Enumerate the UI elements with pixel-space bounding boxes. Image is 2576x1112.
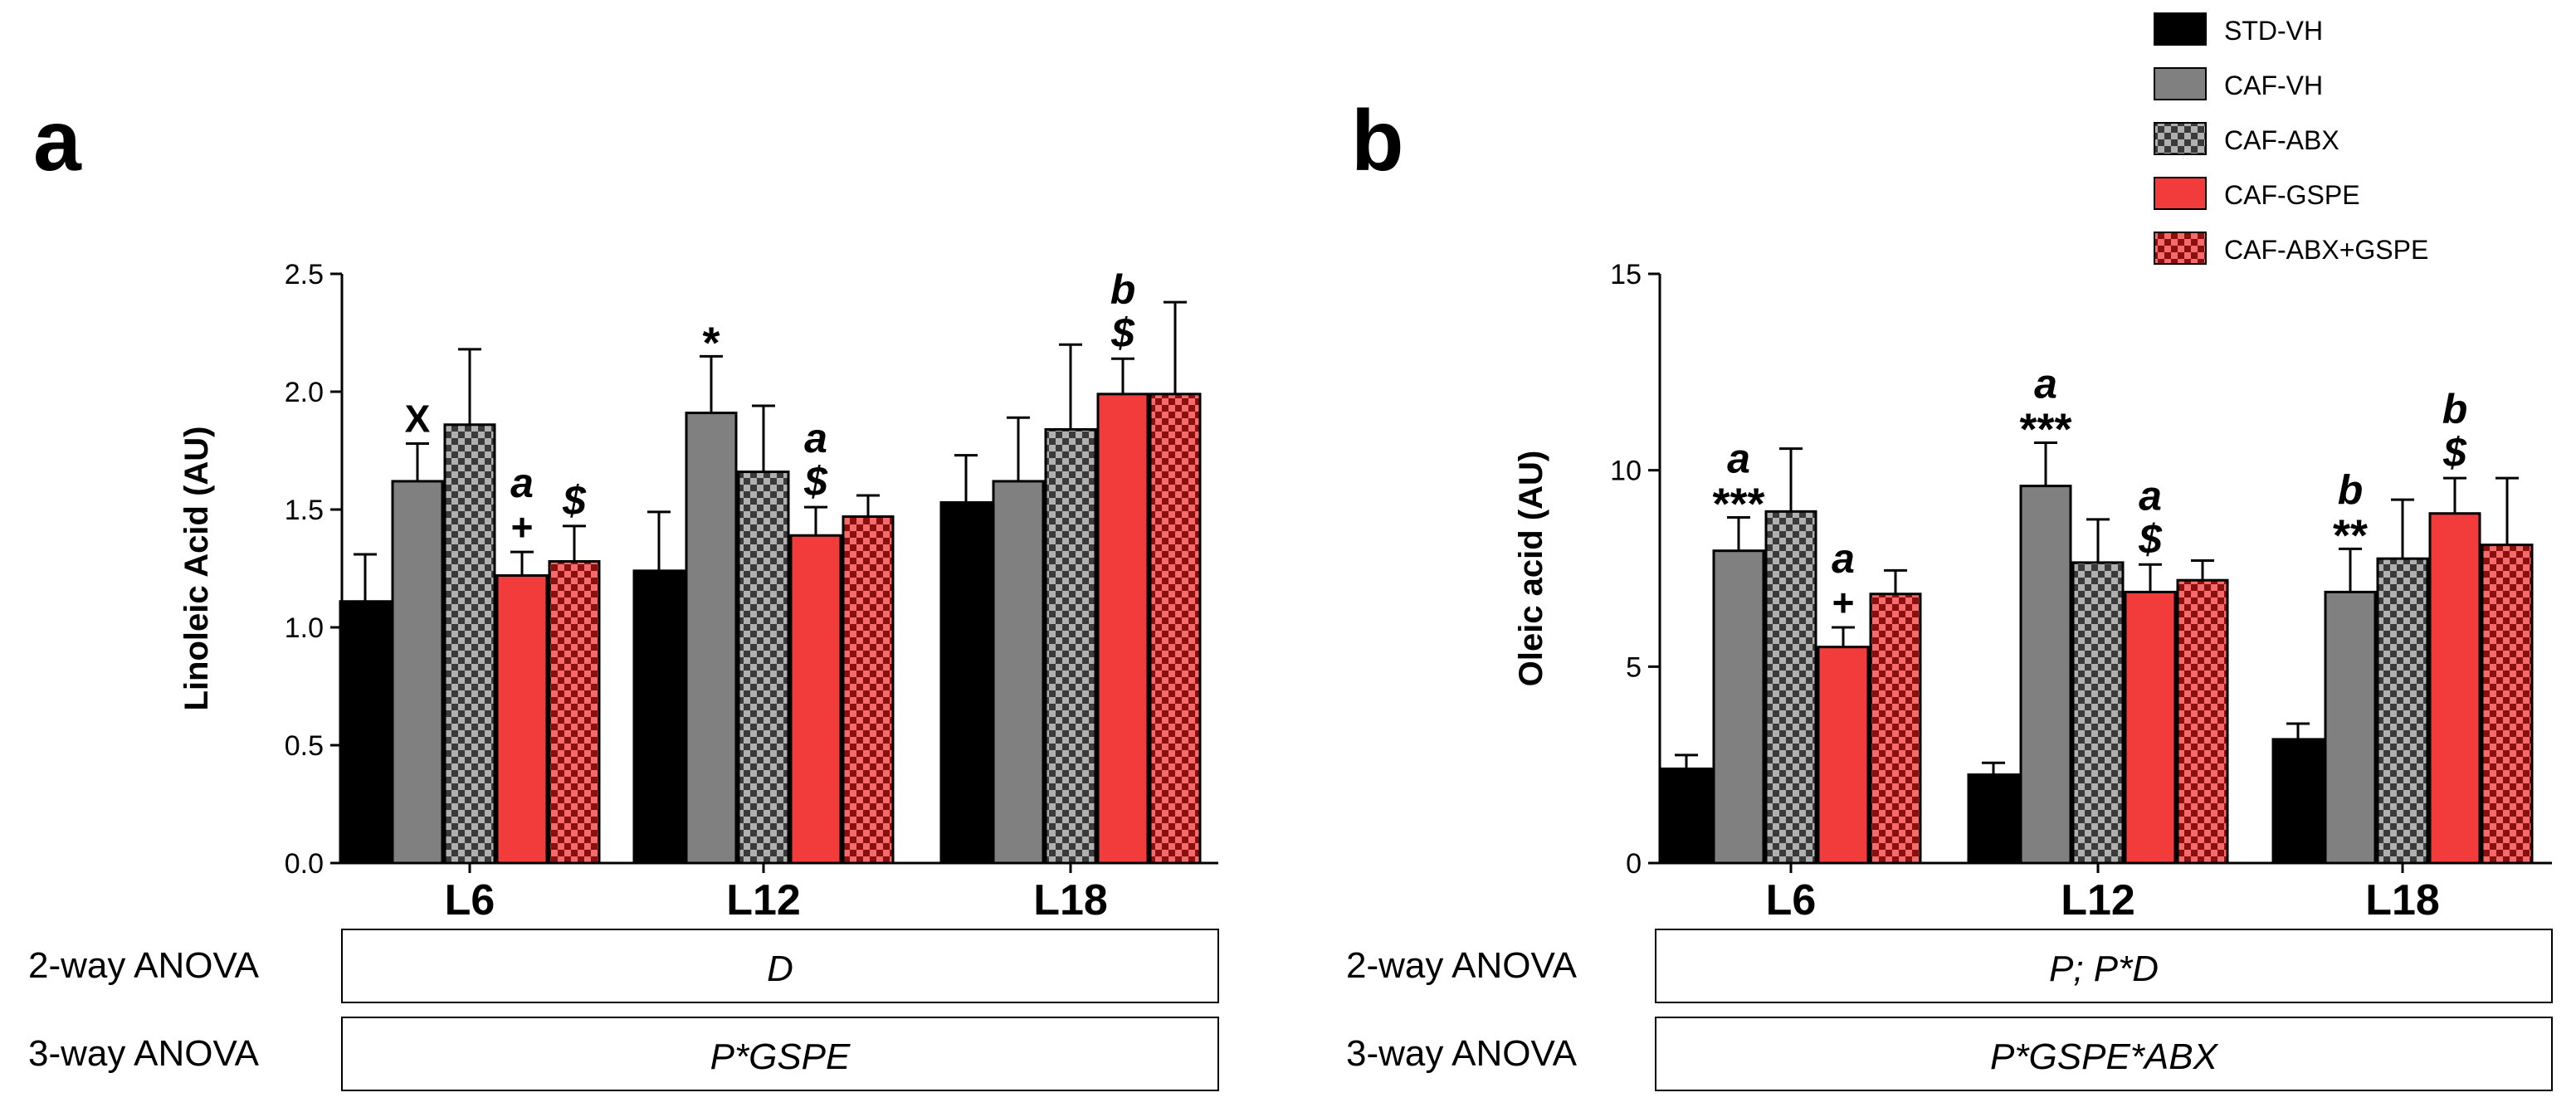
significance-mark: X — [405, 397, 431, 440]
legend-entry: CAF-VH — [2224, 71, 2323, 100]
x-category-label: L18 — [1033, 876, 1108, 924]
y-tick-label: 0.5 — [285, 730, 324, 762]
significance-mark: a — [1727, 435, 1750, 481]
anova-label: 3-way ANOVA — [1346, 1033, 1578, 1074]
significance-mark: ** — [2333, 510, 2368, 560]
bar-caf-abx — [1764, 510, 1817, 865]
anova-value: D — [767, 949, 793, 989]
anova-box — [341, 1017, 1219, 1091]
significance-mark: b — [1110, 266, 1136, 313]
significance-mark: a — [2139, 472, 2162, 519]
anova-value: P*GSPE — [710, 1036, 851, 1077]
anova-box — [341, 929, 1219, 1003]
y-tick-label: 0.0 — [285, 848, 324, 880]
legend-entry: CAF-ABX+GSPE — [2224, 235, 2428, 265]
bar-caf-abx-gspe — [2481, 544, 2534, 865]
legend-entry: CAF-ABX — [2224, 125, 2339, 155]
bar-caf-gspe — [2428, 512, 2481, 865]
significance-mark: + — [1832, 581, 1855, 624]
bar-caf-abx — [737, 471, 790, 865]
significance-mark: a — [510, 460, 534, 506]
legend-swatch — [2154, 67, 2207, 100]
bar-caf-gspe — [1817, 646, 1870, 865]
y-tick-label: 1.5 — [285, 495, 324, 526]
y-tick-label: 0 — [1626, 848, 1642, 880]
legend-swatch — [2154, 122, 2207, 155]
legend: STD-VH CAF-VH CAF-ABX CAF-GSPE CAF-ABX+GSPE — [2154, 12, 2428, 265]
chart-a: 0.0 0.5 1.0 1.5 2.0 2.5 Linoleic Acid (AU) L6 L1… — [28, 259, 1219, 1091]
y-axis-label: Linoleic Acid (AU) — [178, 427, 215, 711]
bar-caf-vh — [1712, 549, 1765, 865]
bar-caf-abx-gspe — [548, 559, 601, 865]
significance-mark: b — [2338, 466, 2364, 513]
significance-mark: $ — [803, 458, 828, 505]
x-category-label: L6 — [1766, 876, 1817, 924]
significance-mark: $ — [562, 477, 587, 524]
anova-box — [1655, 929, 2553, 1003]
bar-caf-abx-gspe — [842, 515, 895, 865]
bar-caf-vh — [2019, 485, 2072, 865]
significance-mark: *** — [2019, 405, 2071, 455]
bar-caf-abx-gspe — [1149, 393, 1202, 865]
bar-caf-vh — [992, 480, 1045, 865]
bar-caf-vh — [391, 480, 444, 865]
x-category-label: L18 — [2365, 876, 2440, 924]
legend-swatch — [2154, 232, 2207, 265]
anova-label: 2-way ANOVA — [28, 945, 260, 986]
bar-caf-vh — [685, 412, 738, 865]
x-category-label: L12 — [2061, 876, 2135, 924]
anova-label: 3-way ANOVA — [28, 1033, 260, 1074]
bar-std-vh — [339, 600, 392, 865]
y-tick-label: 15 — [1610, 259, 1642, 290]
x-category-label: L12 — [726, 876, 801, 924]
bar-caf-abx — [443, 423, 496, 865]
anova-label: 2-way ANOVA — [1346, 945, 1578, 986]
significance-mark: a — [2034, 361, 2057, 407]
bar-std-vh — [1660, 767, 1713, 865]
y-axis-label: Oleic acid (AU) — [1513, 451, 1549, 687]
bar-std-vh — [632, 569, 685, 865]
significance-mark: *** — [1712, 479, 1764, 529]
bar-std-vh — [939, 500, 993, 865]
y-tick-label: 5 — [1626, 651, 1642, 683]
bar-caf-vh — [2324, 590, 2377, 865]
bar-caf-gspe — [1096, 393, 1149, 865]
y-tick-label: 1.0 — [285, 612, 324, 644]
anova-value: P*GSPE*ABX — [1990, 1036, 2219, 1077]
significance-mark: a — [804, 415, 827, 461]
significance-mark: $ — [2138, 515, 2163, 562]
y-tick-label: 10 — [1610, 456, 1642, 487]
bar-caf-gspe — [495, 574, 549, 865]
significance-mark: + — [511, 505, 534, 549]
panel-letter-a: a — [33, 93, 82, 189]
significance-mark: a — [1832, 535, 1855, 582]
anova-value: P; P*D — [2049, 949, 2159, 989]
bar-std-vh — [1967, 773, 2020, 865]
anova-box — [1655, 1017, 2553, 1091]
legend-entry: CAF-GSPE — [2224, 180, 2360, 210]
significance-mark: $ — [1110, 310, 1135, 356]
bar-caf-abx — [2376, 557, 2429, 865]
panel-letter-b: b — [1351, 93, 1404, 189]
bar-caf-gspe — [2124, 590, 2177, 865]
bar-caf-abx — [2071, 561, 2125, 865]
bar-caf-gspe — [789, 534, 842, 865]
legend-swatch — [2154, 177, 2207, 210]
bar-std-vh — [2271, 738, 2325, 865]
x-category-label: L6 — [445, 876, 495, 924]
y-tick-label: 2.0 — [285, 377, 324, 408]
bar-caf-abx-gspe — [1869, 593, 1922, 865]
significance-mark: * — [702, 318, 720, 368]
y-tick-label: 2.5 — [285, 259, 324, 290]
significance-mark: b — [2442, 386, 2468, 432]
significance-mark: $ — [2442, 429, 2467, 476]
legend-swatch — [2154, 12, 2207, 46]
bar-caf-abx-gspe — [2176, 578, 2229, 865]
bar-caf-abx — [1044, 427, 1097, 865]
legend-entry: STD-VH — [2224, 16, 2323, 46]
